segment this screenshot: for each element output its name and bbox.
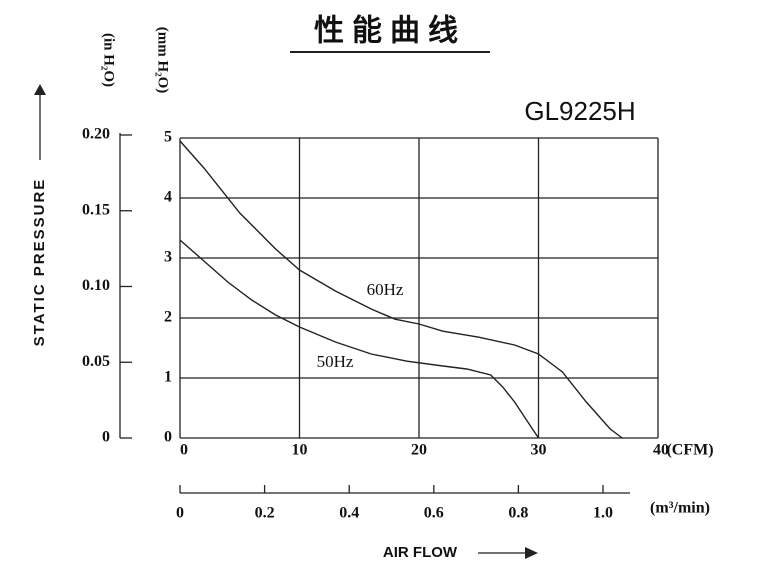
x2-unit: (m³/min) [650,500,710,517]
arrow-head [525,547,538,559]
x2-tick-label: 1.0 [593,505,613,522]
y-tick-label: 1 [164,369,172,386]
x2-tick-label: 0.6 [424,505,444,522]
x-tick-label: 30 [531,442,547,459]
series-label: 60Hz [367,280,404,299]
y2-tick-label: 0 [102,429,110,446]
series-label: 50Hz [317,352,354,371]
y2-unit: (in H₂O) [101,33,117,87]
chart-title: 性能曲线 [314,14,466,49]
y2-tick-label: 0.15 [82,201,110,218]
x-tick-label: 0 [180,442,188,459]
y-tick-label: 3 [164,249,172,266]
y2-tick-label: 0.10 [82,277,110,294]
series-line [179,140,623,439]
x-tick-label: 10 [292,442,308,459]
x2-tick-label: 0.2 [255,505,275,522]
y2-tick-label: 0.20 [82,126,110,143]
x-axis-label: AIR FLOW [383,544,458,561]
y-tick-label: 0 [164,429,172,446]
model: GL9225H [524,96,635,126]
x-tick-label: 40 [653,442,669,459]
x2-tick-label: 0 [176,505,184,522]
x2-tick-label: 0.4 [339,505,359,522]
x-tick-label: 20 [411,442,427,459]
y2-tick-label: 0.05 [82,353,110,370]
x2-tick-label: 0.8 [508,505,528,522]
x-unit: (CFM) [666,442,713,459]
arrow-head [34,84,46,95]
y-tick-label: 2 [164,309,172,326]
y-axis-label: STATIC PRESSURE [31,178,48,347]
y-tick-label: 5 [164,129,172,146]
y-tick-label: 4 [164,189,172,206]
series-line [179,239,540,439]
y-unit: (mm H₂O) [155,27,171,94]
